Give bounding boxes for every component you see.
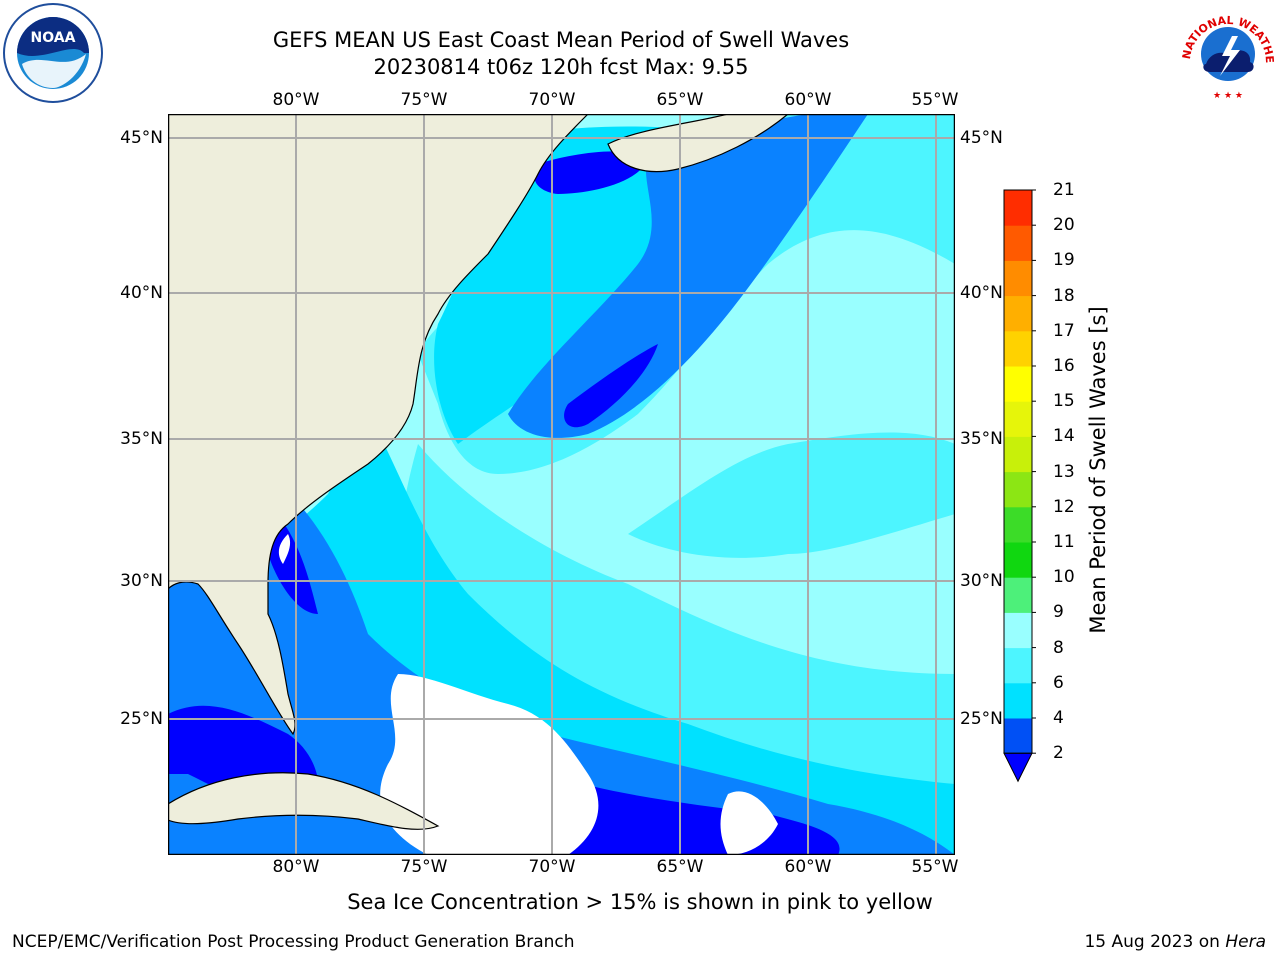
colorbar-segment <box>1004 718 1032 754</box>
colorbar-segment <box>1004 225 1032 261</box>
colorbar-segment <box>1004 401 1032 437</box>
lon-label-bottom: 55°W <box>911 857 959 877</box>
lat-label-right: 40°N <box>960 283 1003 303</box>
colorbar-tick-label: 18 <box>1053 285 1075 306</box>
lon-label-bottom: 70°W <box>528 857 576 877</box>
colorbar-tick-label: 16 <box>1053 356 1075 376</box>
colorbar-segment <box>1004 366 1032 402</box>
land-nova-scotia <box>607 114 789 173</box>
noaa-logo-text: NOAA <box>31 30 76 46</box>
colorbar-tick-label: 4 <box>1053 708 1064 728</box>
lon-label-bottom: 60°W <box>784 857 832 877</box>
colorbar-tick-label: 9 <box>1053 602 1064 623</box>
colorbar-segment <box>1004 436 1032 473</box>
lat-label-left: 30°N <box>120 571 163 591</box>
colorbar-tick-label: 11 <box>1053 532 1075 552</box>
swell-field-6to8-east <box>628 432 955 558</box>
lon-label-top: 80°W <box>272 90 320 110</box>
lon-label-top: 60°W <box>784 90 832 110</box>
ice-note: Sea Ice Concentration > 15% is shown in … <box>347 890 933 914</box>
lat-label-right: 30°N <box>960 571 1003 591</box>
colorbar-segment <box>1004 295 1032 332</box>
colorbar-tick-label: 21 <box>1053 180 1075 200</box>
colorbar-segment <box>1004 612 1032 649</box>
colorbar-tick-label: 13 <box>1053 461 1075 482</box>
lon-label-top: 65°W <box>656 90 704 110</box>
lat-label-left: 40°N <box>120 283 163 303</box>
colorbar-tick-label: 2 <box>1053 743 1064 764</box>
colorbar-segment <box>1004 190 1032 226</box>
lon-label-top: 75°W <box>400 90 448 110</box>
svg-text:★ ★ ★: ★ ★ ★ <box>1213 91 1243 101</box>
colorbar-tick-label: 8 <box>1053 637 1064 658</box>
nws-logo: NATIONAL WEATHER SERVICE ★ ★ ★ <box>1176 0 1277 101</box>
colorbar-tick-label: 17 <box>1053 320 1075 341</box>
lat-label-right: 45°N <box>960 128 1003 148</box>
lon-label-top: 55°W <box>911 90 959 110</box>
colorbar-segment <box>1004 260 1032 297</box>
footer-machine: Hera <box>1225 932 1266 952</box>
lon-label-bottom: 75°W <box>400 857 448 877</box>
colorbar-segment <box>1004 577 1032 613</box>
colorbar-segment <box>1004 542 1032 578</box>
lon-label-bottom: 65°W <box>656 857 704 877</box>
chart-title-line1: GEFS MEAN US East Coast Mean Period of S… <box>272 28 850 52</box>
lat-label-left: 35°N <box>120 429 163 449</box>
colorbar-tick-label: 19 <box>1053 250 1075 271</box>
footer-credit: NCEP/EMC/Verification Post Processing Pr… <box>12 932 575 952</box>
colorbar-segment <box>1004 506 1032 543</box>
lat-label-right: 35°N <box>960 429 1003 449</box>
lat-label-right: 25°N <box>960 709 1003 729</box>
colorbar-tick-label: 6 <box>1053 672 1064 693</box>
colorbar-tick-label: 14 <box>1053 426 1075 447</box>
colorbar-tick-label: 10 <box>1053 567 1075 588</box>
colorbar-tick-label: 12 <box>1053 496 1075 517</box>
footer-date-text: 15 Aug 2023 on <box>1084 932 1226 952</box>
colorbar-title: Mean Period of Swell Waves [s] <box>1086 306 1110 634</box>
swell-field-2to4 <box>168 114 955 855</box>
colorbar-segment <box>1004 647 1032 684</box>
colorbar-tick-label: 20 <box>1053 215 1075 236</box>
graticule <box>168 114 955 855</box>
colorbar-segment <box>1004 471 1032 508</box>
land-cuba <box>168 772 440 830</box>
colorbar <box>1003 189 1036 783</box>
chart-title-line2: 20230814 t06z 120h fcst Max: 9.55 <box>373 55 749 79</box>
land-north-america <box>168 114 589 736</box>
noaa-logo: NOAA <box>3 3 103 103</box>
footer-date: 15 Aug 2023 on Hera <box>1084 932 1266 952</box>
lat-label-left: 25°N <box>120 709 163 729</box>
lon-label-top: 70°W <box>528 90 576 110</box>
no-data-bahamas <box>278 534 778 855</box>
colorbar-segment <box>1004 330 1032 367</box>
map-panel <box>168 114 955 855</box>
colorbar-under-arrow <box>1003 752 1033 783</box>
lon-label-bottom: 80°W <box>272 857 320 877</box>
colorbar-segment <box>1004 682 1032 719</box>
lat-label-left: 45°N <box>120 128 163 148</box>
colorbar-tick-label: 15 <box>1053 391 1075 412</box>
map-frame <box>168 114 955 855</box>
